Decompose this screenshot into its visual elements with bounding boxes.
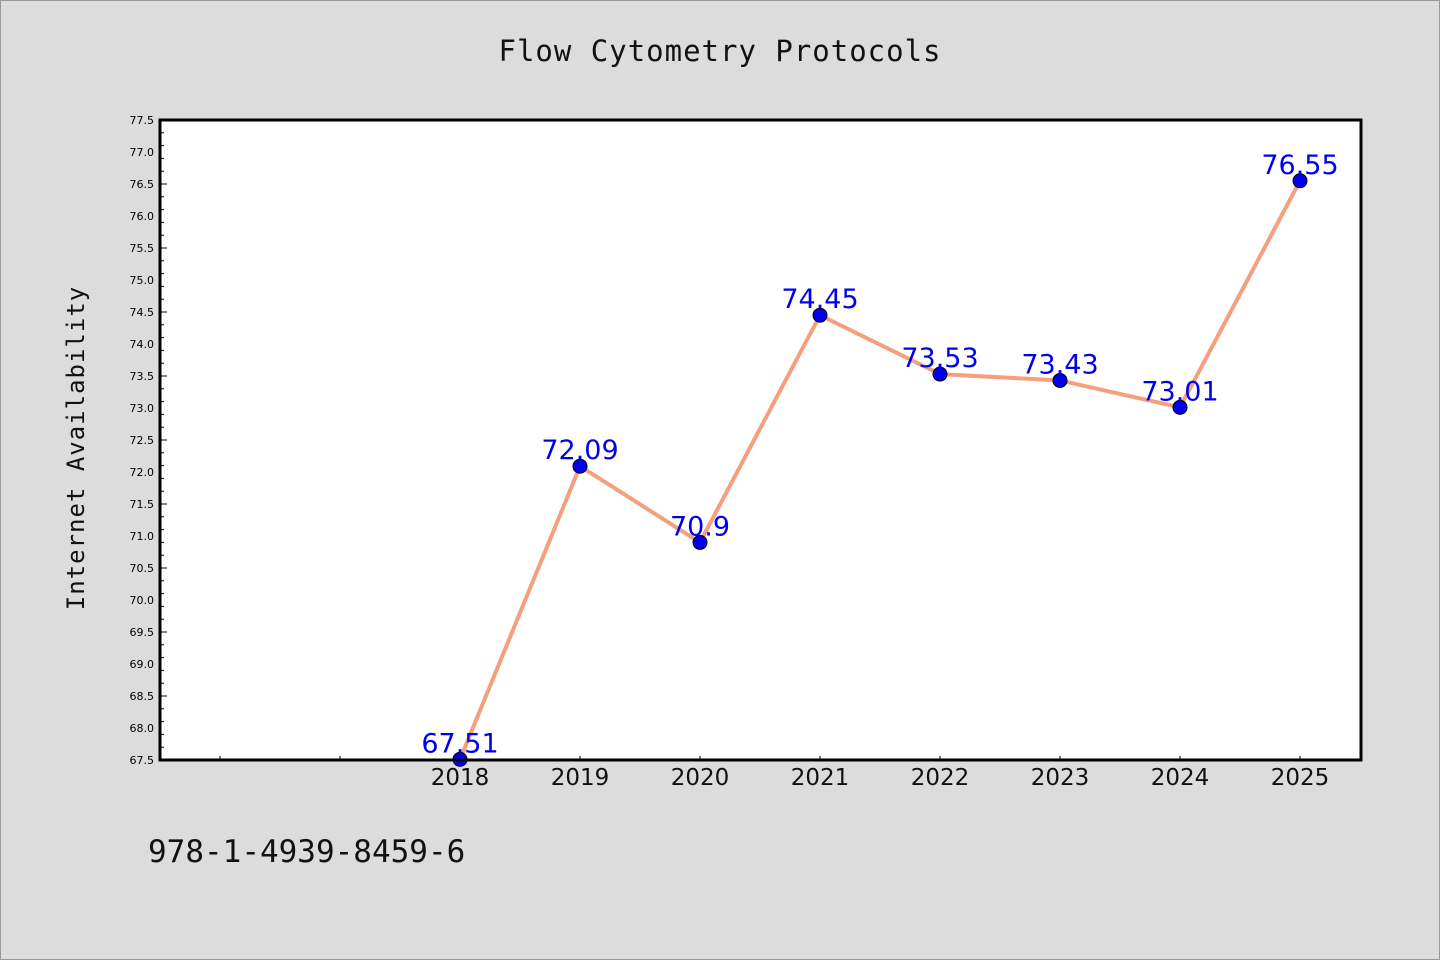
y-tick-label: 70.5: [130, 562, 155, 575]
y-tick-label: 74.5: [130, 306, 155, 319]
y-tick-label: 69.5: [130, 626, 155, 639]
data-label: 74.45: [781, 284, 858, 315]
y-tick-label: 76.5: [130, 178, 155, 191]
data-label: 70.9: [670, 511, 730, 542]
y-tick-label: 72.5: [130, 434, 155, 447]
data-point: [932, 366, 948, 382]
data-point: [692, 534, 708, 550]
series-line: [458, 178, 1302, 762]
y-tick-label: 70.0: [130, 594, 155, 607]
y-tick-label: 68.0: [130, 722, 155, 735]
plot-border: [158, 118, 1363, 762]
y-tick-label: 67.5: [130, 754, 155, 767]
y-tick-label: 75.0: [130, 274, 155, 287]
data-label: 72.09: [541, 435, 618, 466]
series-line-group: [452, 173, 1308, 767]
y-tick-label: 72.0: [130, 466, 155, 479]
data-label: 73.01: [1141, 376, 1218, 407]
data-label: 73.43: [1021, 349, 1098, 380]
x-tick-label: 2023: [1031, 765, 1090, 791]
x-tick-label: 2020: [671, 765, 730, 791]
data-point: [572, 458, 588, 474]
data-point: [1052, 372, 1068, 388]
y-axis: 67.5 68.0 68.5 69.0 69.5 70.0 70.5 71.0 71.5 72.0…: [130, 114, 167, 767]
y-tick-label: 75.5: [130, 242, 155, 255]
y-tick-label: 74.0: [130, 338, 155, 351]
x-tick-label: 2018: [431, 765, 490, 791]
y-tick-label: 76.0: [130, 210, 155, 223]
y-tick-label: 71.0: [130, 530, 155, 543]
data-labels: 67.51 72.09 70.9 74.45 73.53 73.43 73.01 76.55: [421, 150, 1338, 760]
data-point: [812, 307, 828, 323]
x-tick-label: 2022: [911, 765, 970, 791]
y-tick-label: 77.5: [130, 114, 155, 127]
isbn-text: 978-1-4939-8459-6: [148, 834, 466, 870]
data-label: 67.51: [421, 728, 498, 759]
y-tick-label: 73.0: [130, 402, 155, 415]
x-axis: 2018 2019 2020 2021 2022 2023 2024 2025: [219, 756, 1330, 791]
data-point: [1172, 399, 1188, 415]
x-tick-label: 2024: [1151, 765, 1210, 791]
data-point: [1292, 173, 1308, 189]
chart-title: Flow Cytometry Protocols: [498, 34, 942, 68]
y-tick-label: 68.5: [130, 690, 155, 703]
y-tick-label: 77.0: [130, 146, 155, 159]
data-label: 73.53: [901, 343, 978, 374]
x-tick-label: 2019: [551, 765, 610, 791]
plot-area: [160, 120, 1361, 760]
y-tick-label: 73.5: [130, 370, 155, 383]
data-label: 76.55: [1261, 150, 1338, 181]
y-tick-label: 69.0: [130, 658, 155, 671]
y-tick-label: 71.5: [130, 498, 155, 511]
x-tick-label: 2021: [791, 765, 850, 791]
x-tick-label: 2025: [1271, 765, 1330, 791]
